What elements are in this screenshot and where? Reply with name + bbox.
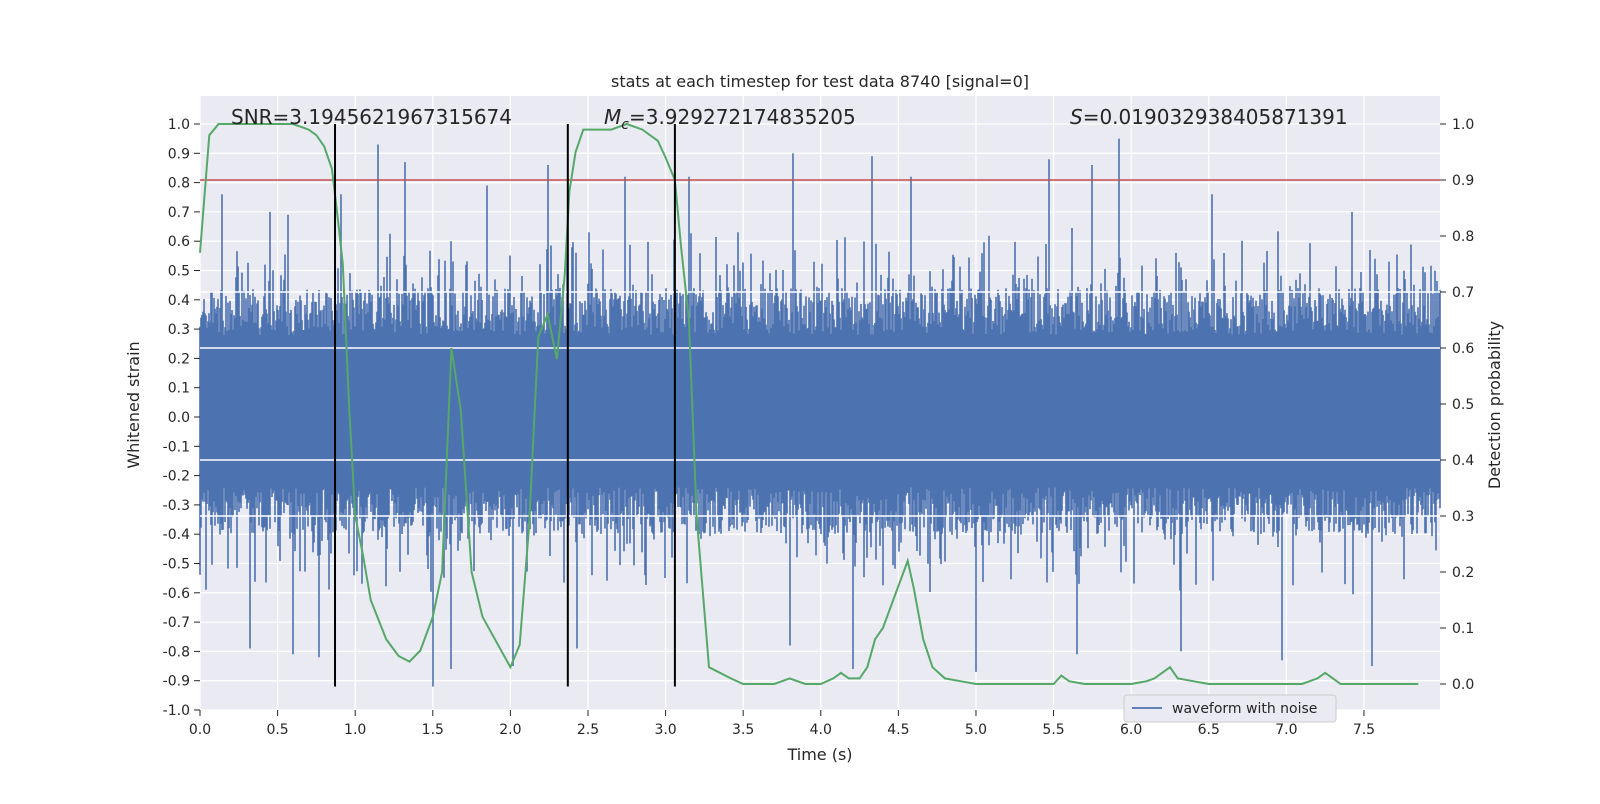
waveform-series bbox=[199, 138, 1441, 687]
y-tick-label: -0.7 bbox=[163, 615, 190, 631]
y-tick-label: 0.8 bbox=[168, 176, 190, 192]
x-tick-label: 6.0 bbox=[1120, 722, 1142, 738]
y2-tick-label: 0.8 bbox=[1452, 229, 1474, 245]
chirp-mass-subscript: c bbox=[621, 117, 629, 133]
y2-tick-label: 0.1 bbox=[1452, 621, 1474, 637]
chart-title: stats at each timestep for test data 874… bbox=[611, 72, 1029, 91]
x-tick-label: 2.5 bbox=[577, 722, 599, 738]
y-tick-label: 0.4 bbox=[168, 293, 190, 309]
legend: waveform with noise bbox=[1123, 694, 1337, 723]
x-tick-label: 0.0 bbox=[189, 722, 211, 738]
y-tick-label: 0.9 bbox=[168, 146, 190, 162]
y-tick-label: -0.3 bbox=[163, 498, 190, 514]
x-tick-label: 4.0 bbox=[810, 722, 832, 738]
y2-tick-label: 0.6 bbox=[1452, 341, 1474, 357]
x-tick-label: 1.5 bbox=[422, 722, 444, 738]
y-axis-label: Whitened strain bbox=[124, 341, 143, 468]
x-tick-label: 3.5 bbox=[732, 722, 754, 738]
y-tick-label: -0.8 bbox=[163, 644, 190, 660]
y2-tick-label: 0.0 bbox=[1452, 677, 1474, 693]
y2-tick-label: 1.0 bbox=[1452, 117, 1474, 133]
y2-tick-label: 0.3 bbox=[1452, 509, 1474, 525]
y-tick-label: -0.1 bbox=[163, 439, 190, 455]
x-tick-label: 2.0 bbox=[499, 722, 521, 738]
y2-tick-label: 0.2 bbox=[1452, 565, 1474, 581]
y-tick-label: -1.0 bbox=[163, 703, 190, 719]
y-tick-label: 0.6 bbox=[168, 234, 190, 250]
strain-gridlines-overlay bbox=[200, 291, 1440, 517]
y-tick-label: 0.1 bbox=[168, 381, 190, 397]
x-tick-label: 5.0 bbox=[965, 722, 987, 738]
x-tick-label: 4.5 bbox=[887, 722, 909, 738]
y-tick-label: 0.5 bbox=[168, 264, 190, 280]
s-value: =0.019032938405871391 bbox=[1083, 105, 1348, 129]
x-tick-label: 0.5 bbox=[266, 722, 288, 738]
snr-annotation: SNR=3.1945621967315674 bbox=[231, 105, 512, 129]
chirp-mass-value: =3.929272174835205 bbox=[629, 105, 856, 129]
chirp-mass-symbol: M bbox=[604, 105, 621, 129]
y-tick-label: 0.7 bbox=[168, 205, 190, 221]
detection-probability-line bbox=[199, 122, 1419, 685]
y-tick-label: 1.0 bbox=[168, 117, 190, 133]
x-tick-label: 7.5 bbox=[1353, 722, 1375, 738]
x-tick-label: 3.0 bbox=[654, 722, 676, 738]
segment-markers bbox=[334, 124, 676, 687]
y-tick-label: -0.4 bbox=[163, 527, 190, 543]
y2-axis-label: Detection probability bbox=[1485, 321, 1504, 489]
y2-tick-label: 0.9 bbox=[1452, 173, 1474, 189]
x-tick-label: 7.0 bbox=[1275, 722, 1297, 738]
y-tick-label: -0.5 bbox=[163, 557, 190, 573]
y-tick-label: 0.2 bbox=[168, 351, 190, 367]
x-tick-label: 5.5 bbox=[1042, 722, 1064, 738]
y-tick-label: -0.9 bbox=[163, 674, 190, 690]
legend-box bbox=[1123, 694, 1337, 723]
legend-label: waveform with noise bbox=[1172, 701, 1317, 717]
y-tick-label: -0.2 bbox=[163, 469, 190, 485]
chirp-mass-annotation: Mc=3.929272174835205 bbox=[604, 105, 856, 133]
y-tick-label: 0.3 bbox=[168, 322, 190, 338]
y2-tick-label: 0.7 bbox=[1452, 285, 1474, 301]
y2-tick-label: 0.5 bbox=[1452, 397, 1474, 413]
s-symbol: S bbox=[1070, 105, 1083, 129]
y-tick-label: -0.6 bbox=[163, 586, 190, 602]
x-tick-label: 6.5 bbox=[1198, 722, 1220, 738]
axis-ticks: 0.0 0.5 1.0 1.5 2.0 2.5 3.0 3.5 4.0 4.5 5.0 5.5 6.0 6… bbox=[163, 117, 1475, 738]
probability-series bbox=[199, 122, 1440, 685]
waveform-noise-path bbox=[199, 138, 1441, 687]
y2-tick-label: 0.4 bbox=[1452, 453, 1474, 469]
x-axis-label: Time (s) bbox=[786, 745, 852, 764]
x-tick-label: 1.0 bbox=[344, 722, 366, 738]
s-annotation: S=0.019032938405871391 bbox=[1070, 105, 1348, 129]
y-tick-label: 0.0 bbox=[168, 410, 190, 426]
